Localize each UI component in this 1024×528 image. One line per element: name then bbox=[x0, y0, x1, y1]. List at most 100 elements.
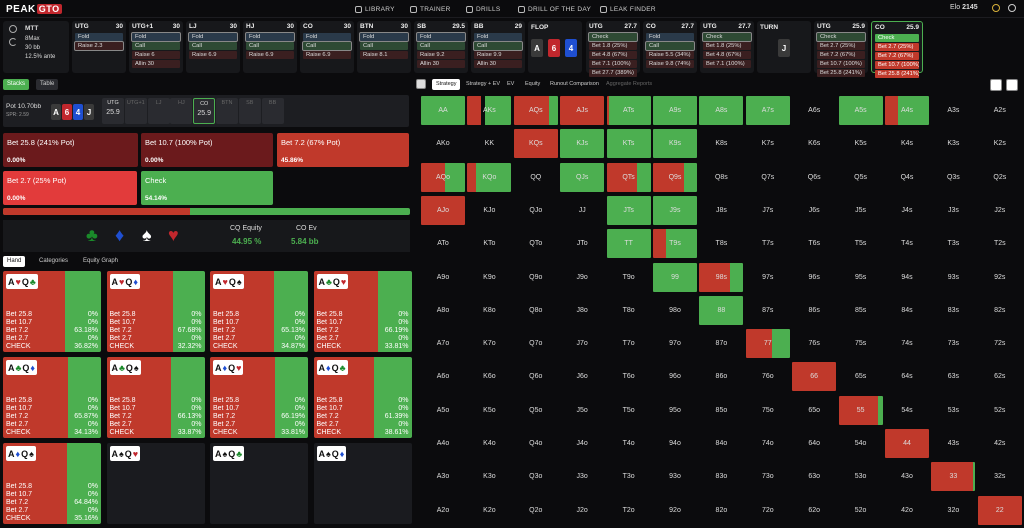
action-row[interactable]: Fold bbox=[416, 32, 466, 42]
range-cell[interactable]: 62o bbox=[791, 495, 837, 526]
range-cell[interactable]: 98o bbox=[652, 295, 698, 326]
range-cell[interactable]: 54o bbox=[838, 428, 884, 459]
action-row[interactable]: Bet 7.1 (100%) bbox=[703, 60, 751, 68]
range-cell[interactable]: J3s bbox=[930, 195, 976, 226]
range-cell[interactable]: J6o bbox=[559, 361, 605, 392]
range-cell[interactable]: Q3s bbox=[930, 162, 976, 193]
action-row[interactable]: Raise 9.2 bbox=[417, 51, 465, 59]
action-row[interactable]: Bet 25.8 (241%) bbox=[817, 69, 865, 77]
position-turn-utg[interactable]: UTG 25.9 Check Bet 2.7 (25%) Bet 7.2 (67%) Be… bbox=[814, 21, 868, 77]
action-row[interactable]: Bet 10.7 (100%) bbox=[817, 60, 865, 68]
range-cell[interactable]: AKo bbox=[420, 128, 466, 159]
range-cell[interactable]: 94s bbox=[884, 262, 930, 293]
hand-combo[interactable]: A ♦ Q ♠ Bet 25.8 0% Bet 10.7 0% Bet 7.2 64.84% Bet… bbox=[3, 443, 101, 524]
range-cell[interactable]: 82o bbox=[698, 495, 744, 526]
range-cell[interactable]: 33 bbox=[930, 461, 977, 493]
range-cell[interactable]: 84o bbox=[698, 428, 744, 459]
range-cell[interactable]: 94o bbox=[652, 428, 698, 459]
hand-combo[interactable]: A ♥ Q ♣ Bet 25.8 0% Bet 10.7 0% Bet 7.2 63.18% Bet… bbox=[3, 271, 101, 352]
action-row[interactable]: Bet 4.8 (67%) bbox=[703, 51, 751, 59]
range-cell[interactable]: T5o bbox=[606, 395, 652, 426]
range-cell[interactable]: A2s bbox=[977, 95, 1023, 126]
range-cell[interactable]: T3o bbox=[606, 461, 652, 492]
tab-stacks[interactable]: Stacks bbox=[3, 79, 30, 90]
range-cell[interactable]: AJo bbox=[420, 194, 466, 226]
club-icon[interactable]: ♣ bbox=[86, 225, 98, 245]
range-cell[interactable]: JTo bbox=[559, 228, 605, 259]
action-option-2[interactable]: Bet 7.2 (67% Pot) 45.86% bbox=[277, 133, 409, 167]
action-row[interactable]: Fold bbox=[303, 33, 351, 41]
range-cell[interactable]: JTs bbox=[605, 194, 652, 226]
range-cell[interactable]: 95s bbox=[838, 262, 884, 293]
range-cell[interactable]: Q6s bbox=[791, 162, 837, 193]
range-cell[interactable]: AA bbox=[420, 95, 466, 126]
seat-hj[interactable]: HJ bbox=[170, 98, 193, 124]
action-row[interactable]: Allin 30 bbox=[132, 60, 180, 68]
range-cell[interactable]: ATo bbox=[420, 228, 466, 259]
range-cell[interactable]: Q4s bbox=[884, 162, 930, 193]
range-cell[interactable]: K2s bbox=[977, 128, 1023, 159]
tab-aggregate[interactable]: Aggregate Reports bbox=[606, 81, 653, 87]
range-cell[interactable]: 96s bbox=[791, 262, 837, 293]
action-row[interactable]: Bet 7.1 (100%) bbox=[589, 60, 637, 68]
range-cell[interactable]: A4s bbox=[884, 95, 930, 126]
range-cell[interactable]: 96o bbox=[652, 361, 698, 392]
range-cell[interactable]: J8s bbox=[698, 195, 744, 226]
range-cell[interactable]: K9o bbox=[466, 262, 512, 293]
range-cell[interactable]: A4o bbox=[420, 428, 466, 459]
action-row[interactable]: Call bbox=[189, 42, 237, 50]
range-cell[interactable]: 83s bbox=[930, 295, 976, 326]
range-cell[interactable]: J8o bbox=[559, 295, 605, 326]
range-cell[interactable]: 52o bbox=[838, 495, 884, 526]
range-cell[interactable]: K6o bbox=[466, 361, 512, 392]
position-co[interactable]: CO 30 Fold Call Raise 6.9 bbox=[300, 21, 354, 73]
range-cell[interactable]: Q8s bbox=[698, 162, 744, 193]
range-cell[interactable]: 64s bbox=[884, 361, 930, 392]
hand-combo[interactable]: A ♦ Q ♥ Bet 25.8 0% Bet 10.7 0% Bet 7.2 66.19% Bet… bbox=[210, 357, 308, 438]
action-row[interactable]: Call bbox=[360, 42, 408, 50]
range-cell[interactable]: T6s bbox=[791, 228, 837, 259]
action-row[interactable]: Call bbox=[246, 42, 294, 50]
range-cell[interactable]: T9o bbox=[606, 262, 652, 293]
range-cell[interactable]: J2o bbox=[559, 495, 605, 526]
action-row[interactable]: Check bbox=[816, 32, 866, 42]
logo[interactable]: PEAK GTO bbox=[6, 3, 62, 15]
range-cell[interactable]: 75o bbox=[745, 395, 791, 426]
range-cell[interactable]: 85s bbox=[838, 295, 884, 326]
range-cell[interactable]: T8o bbox=[606, 295, 652, 326]
nav-library[interactable]: LIBRARY bbox=[355, 4, 395, 14]
action-row[interactable]: Fold bbox=[245, 32, 295, 42]
range-cell[interactable]: 66 bbox=[791, 361, 838, 393]
range-cell[interactable]: QTo bbox=[513, 228, 559, 259]
range-cell[interactable]: K7o bbox=[466, 328, 512, 359]
range-cell[interactable]: Q2o bbox=[513, 495, 559, 526]
range-cell[interactable]: 97s bbox=[745, 262, 791, 293]
range-cell[interactable]: KJs bbox=[559, 128, 606, 160]
action-row[interactable]: Raise 6.9 bbox=[189, 51, 237, 59]
position-sb[interactable]: SB 29.5 Fold Call Raise 9.2 Allin 30 bbox=[414, 21, 468, 73]
range-cell[interactable]: 74s bbox=[884, 328, 930, 359]
action-row[interactable]: Bet 27.7 (389%) bbox=[589, 69, 637, 77]
range-cell[interactable]: 72o bbox=[745, 495, 791, 526]
range-cell[interactable]: K2o bbox=[466, 495, 512, 526]
range-cell[interactable]: 77 bbox=[744, 328, 791, 360]
action-row[interactable]: Raise 9.9 bbox=[474, 51, 522, 59]
action-option-1[interactable]: Bet 10.7 (100% Pot) 0.00% bbox=[141, 133, 273, 167]
tab-equity-graph[interactable]: Equity Graph bbox=[83, 258, 119, 264]
range-cell[interactable]: 42s bbox=[977, 428, 1023, 459]
range-cell[interactable]: A7s bbox=[744, 95, 791, 126]
range-cell[interactable]: A6o bbox=[420, 361, 466, 392]
tab-strategy[interactable]: Strategy bbox=[432, 79, 461, 90]
range-cell[interactable]: 53o bbox=[838, 461, 884, 492]
range-cell[interactable]: J5s bbox=[838, 195, 884, 226]
action-row[interactable]: Allin 30 bbox=[417, 60, 465, 68]
action-row[interactable]: Raise 6 bbox=[132, 51, 180, 59]
range-cell[interactable]: T7s bbox=[745, 228, 791, 259]
range-cell[interactable]: A9s bbox=[652, 95, 698, 126]
position-flop-utg[interactable]: UTG 27.7 Check Bet 1.8 (25%) Bet 4.8 (67%) Be… bbox=[586, 21, 640, 77]
range-cell[interactable]: 93o bbox=[652, 461, 698, 492]
range-cell[interactable]: J3o bbox=[559, 461, 605, 492]
action-row[interactable]: Raise 6.9 bbox=[246, 51, 294, 59]
range-cell[interactable]: Q9s bbox=[652, 161, 698, 193]
range-cell[interactable]: KTs bbox=[605, 128, 652, 160]
